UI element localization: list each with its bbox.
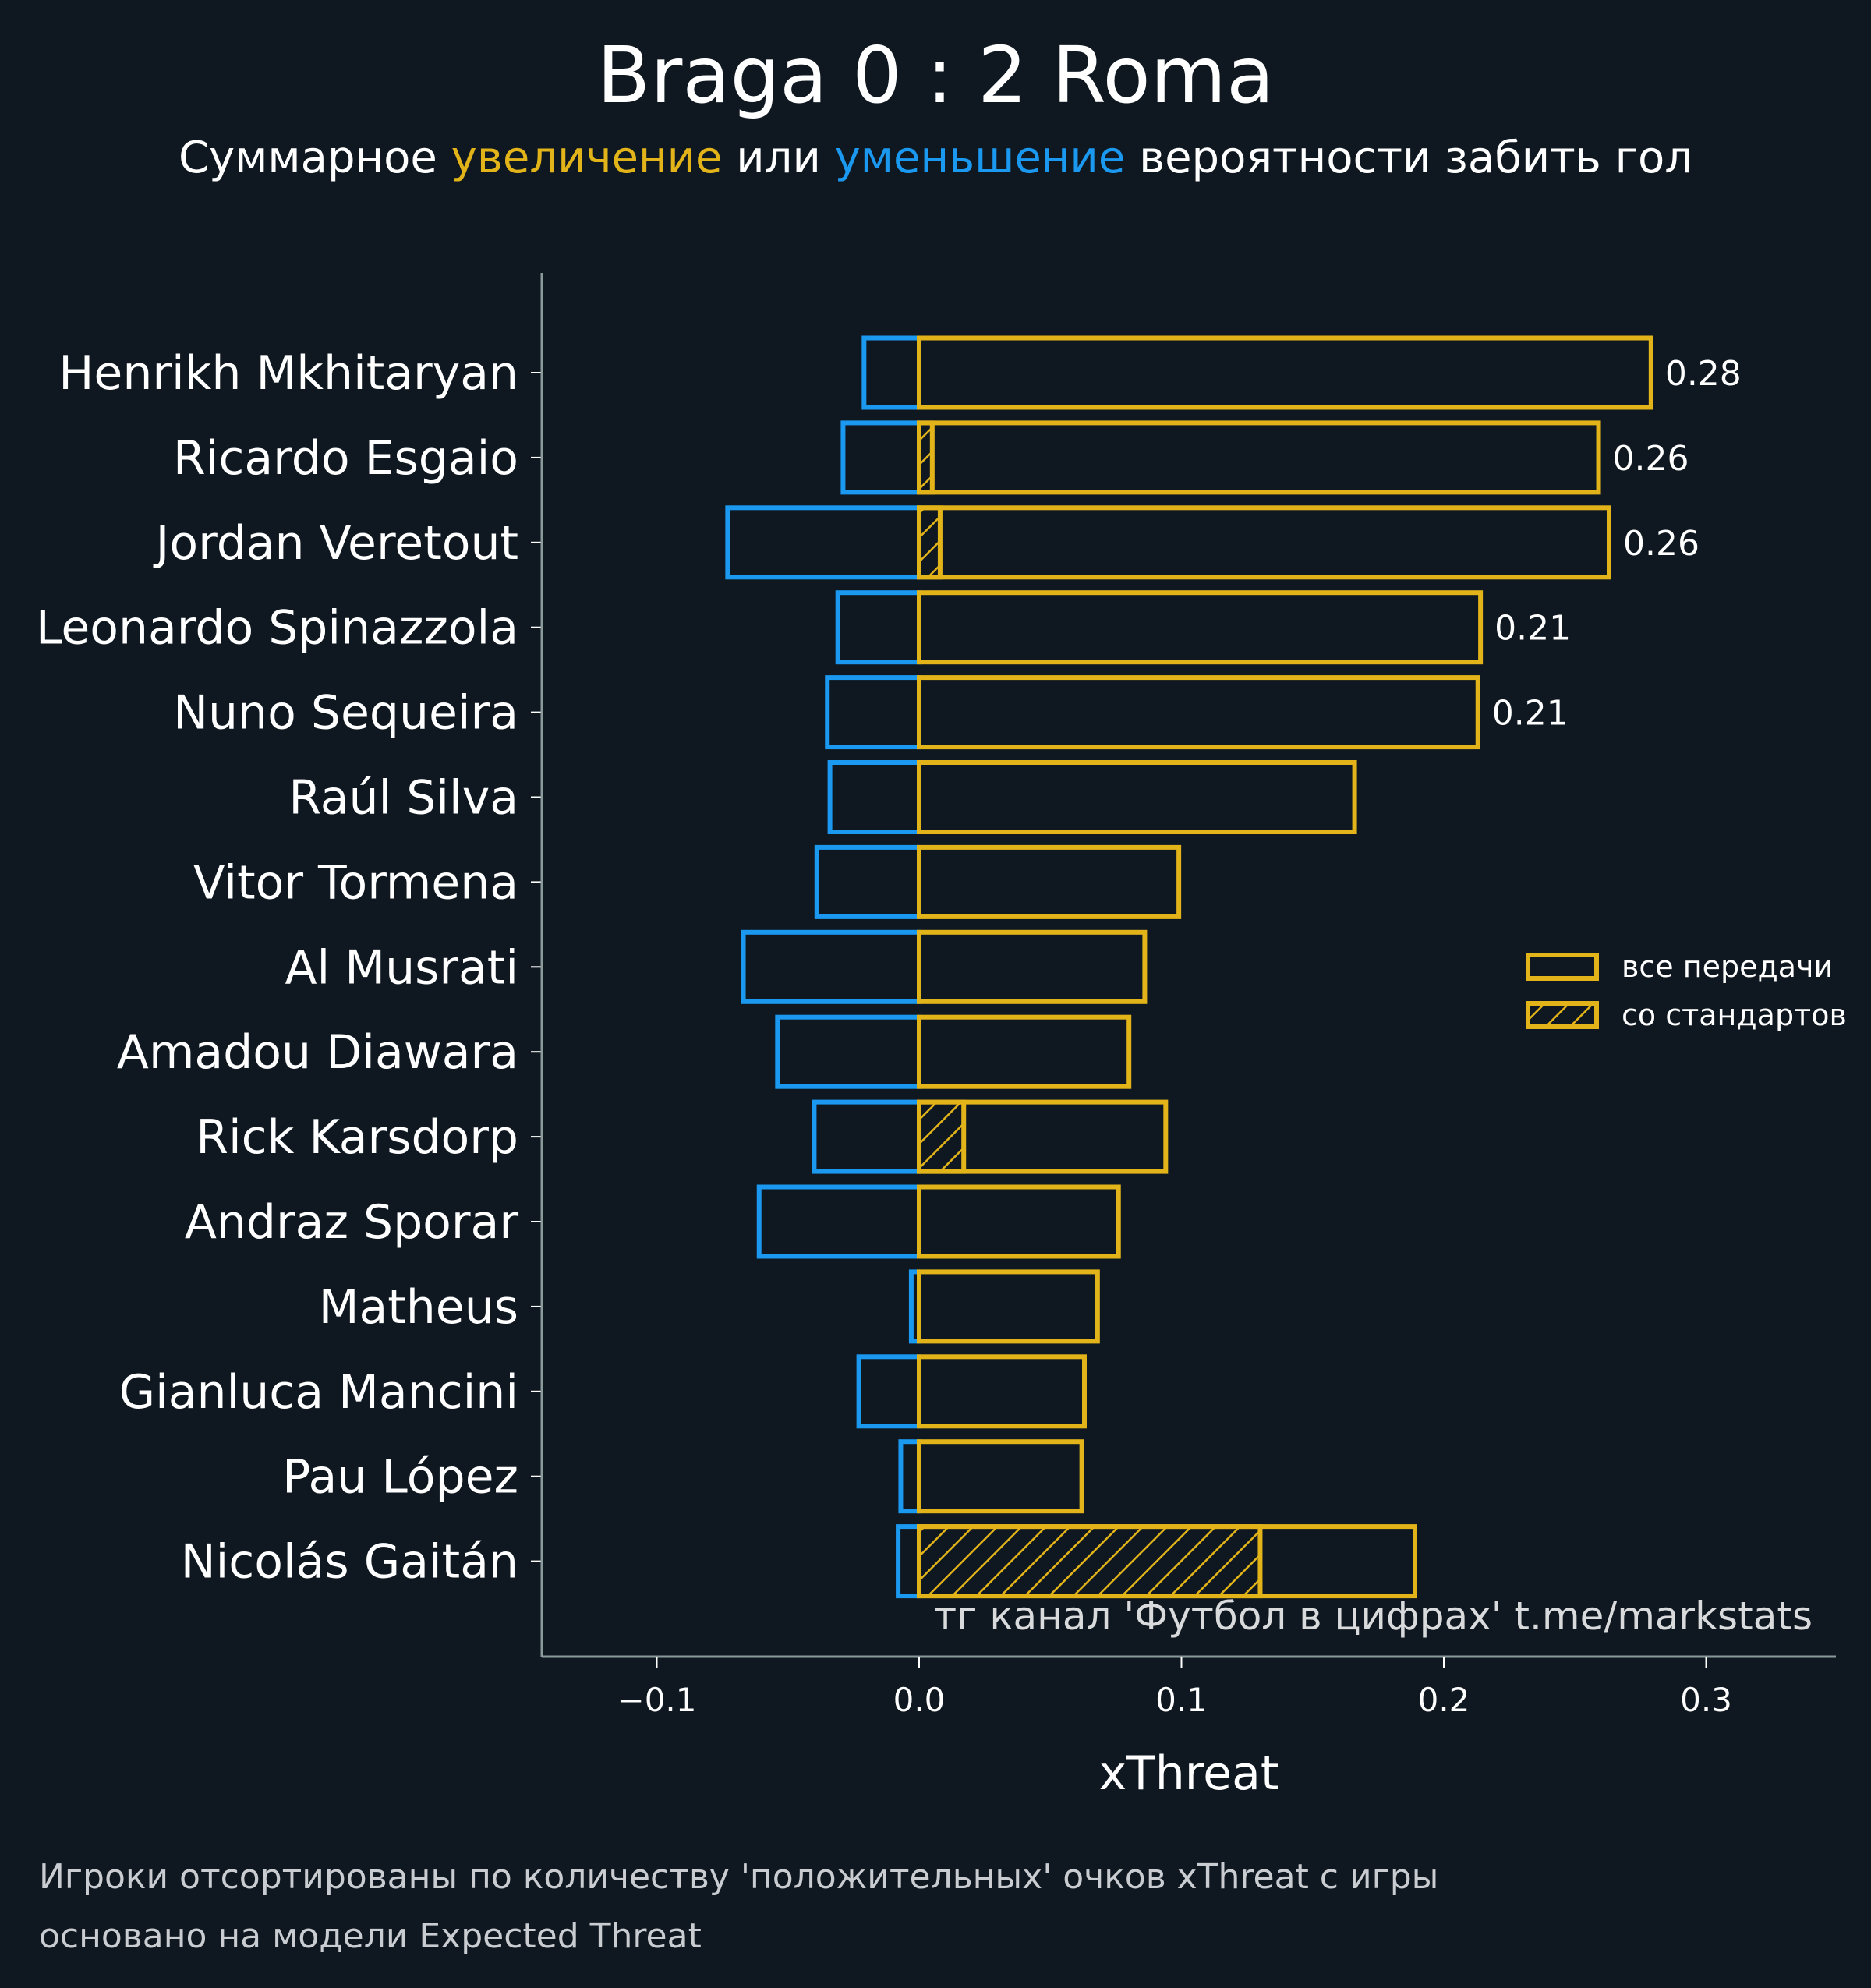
positive-bar	[917, 844, 1182, 919]
value-label: 0.26	[1623, 524, 1699, 564]
axes-layer: Henrikh Mkhitaryan Ricardo Esgaio Jordan V…	[36, 273, 1836, 1801]
x-tick-label: 0.0	[893, 1681, 946, 1719]
footer-line-sorting: Игроки отсортированы по количеству 'поло…	[39, 1857, 1439, 1897]
legend-label: все передачи	[1622, 950, 1833, 984]
y-tick-label: Rick Karsdorp	[196, 1110, 518, 1165]
legend-swatch-hatched	[1526, 1001, 1599, 1029]
positive-bar	[917, 929, 1148, 1004]
subtitle-part-blue: уменьшение	[834, 133, 1126, 183]
value-label: 0.26	[1613, 439, 1689, 479]
y-tick-label: Matheus	[319, 1280, 518, 1335]
legend: все передачи со стандартов	[1526, 950, 1847, 1032]
negative-bar	[775, 1014, 921, 1089]
positive-bar	[917, 675, 1480, 750]
y-tick-label: Leonardo Spinazzola	[36, 601, 518, 656]
chart-title: Braga 0 : 2 Roma	[596, 30, 1275, 121]
y-tick-label: Andraz Sporar	[185, 1195, 518, 1250]
negative-bar	[835, 590, 922, 665]
x-tick-label: 0.3	[1680, 1681, 1732, 1719]
set-piece-bar	[917, 1099, 967, 1174]
value-label: 0.21	[1494, 609, 1571, 649]
negative-bar	[812, 1099, 922, 1174]
chart-subtitle: Суммарное увеличение или уменьшение веро…	[0, 133, 1871, 183]
footer-note: Игроки отсортированы по количеству 'поло…	[39, 1848, 1438, 1966]
negative-bar	[741, 929, 921, 1004]
set-piece-bar	[917, 505, 943, 580]
negative-bar	[896, 1524, 921, 1599]
negative-bar	[825, 675, 921, 750]
x-tick-label: −0.1	[617, 1681, 697, 1719]
y-tick-label: Raúl Silva	[288, 771, 518, 826]
y-tick-label: Al Musrati	[285, 940, 518, 995]
subtitle-part-gold: увеличение	[451, 133, 723, 183]
x-axis-label: xThreat	[1099, 1746, 1279, 1801]
positive-bar	[917, 1014, 1132, 1089]
positive-bar	[917, 1439, 1084, 1514]
subtitle-part-text: или	[722, 133, 835, 183]
watermark-annotation: тг канал 'Футбол в цифрах' t.me/markstat…	[934, 1594, 1813, 1639]
y-tick-label: Nicolás Gaitán	[181, 1535, 518, 1590]
positive-bar	[917, 590, 1484, 665]
positive-bar	[917, 420, 1601, 495]
footer-line-model: основано на модели Expected Threat	[39, 1916, 702, 1956]
negative-bar	[814, 844, 922, 919]
y-tick-label: Pau López	[282, 1450, 518, 1505]
positive-bar	[917, 1354, 1087, 1429]
positive-bar	[917, 1524, 1417, 1599]
subtitle-part-text: Суммарное	[178, 133, 451, 183]
y-tick-label: Gianluca Mancini	[119, 1365, 518, 1420]
negative-bar	[861, 335, 921, 410]
negative-bar	[827, 760, 921, 834]
positive-bar	[917, 760, 1357, 834]
positive-bar	[917, 1269, 1100, 1344]
set-piece-bar	[917, 1524, 1263, 1599]
negative-bar	[898, 1439, 921, 1514]
y-tick-label: Vitor Tormena	[193, 855, 518, 910]
negative-bar	[840, 420, 922, 495]
value-label: 0.28	[1665, 354, 1742, 394]
y-tick-label: Henrikh Mkhitaryan	[58, 346, 518, 401]
bars-layer: 0.28 0.26 0.26 0.21 0.21	[725, 335, 1742, 1599]
value-label: 0.21	[1492, 694, 1569, 734]
positive-bar	[917, 335, 1653, 410]
positive-bar	[917, 1099, 1169, 1174]
y-tick-label: Nuno Sequeira	[173, 686, 518, 741]
legend-label: со стандартов	[1622, 998, 1847, 1032]
y-tick-label: Ricardo Esgaio	[173, 431, 518, 486]
negative-bar	[856, 1354, 921, 1429]
x-tick-label: 0.2	[1418, 1681, 1470, 1719]
y-tick-label: Amadou Diawara	[117, 1025, 518, 1080]
positive-bar	[917, 1184, 1121, 1259]
negative-bar	[725, 505, 921, 580]
x-tick-label: 0.1	[1155, 1681, 1208, 1719]
y-tick-label: Jordan Veretout	[153, 516, 518, 571]
legend-swatch-outline	[1526, 953, 1599, 981]
subtitle-part-text: вероятности забить гол	[1125, 133, 1693, 183]
negative-bar	[756, 1184, 921, 1259]
positive-bar	[917, 505, 1611, 580]
